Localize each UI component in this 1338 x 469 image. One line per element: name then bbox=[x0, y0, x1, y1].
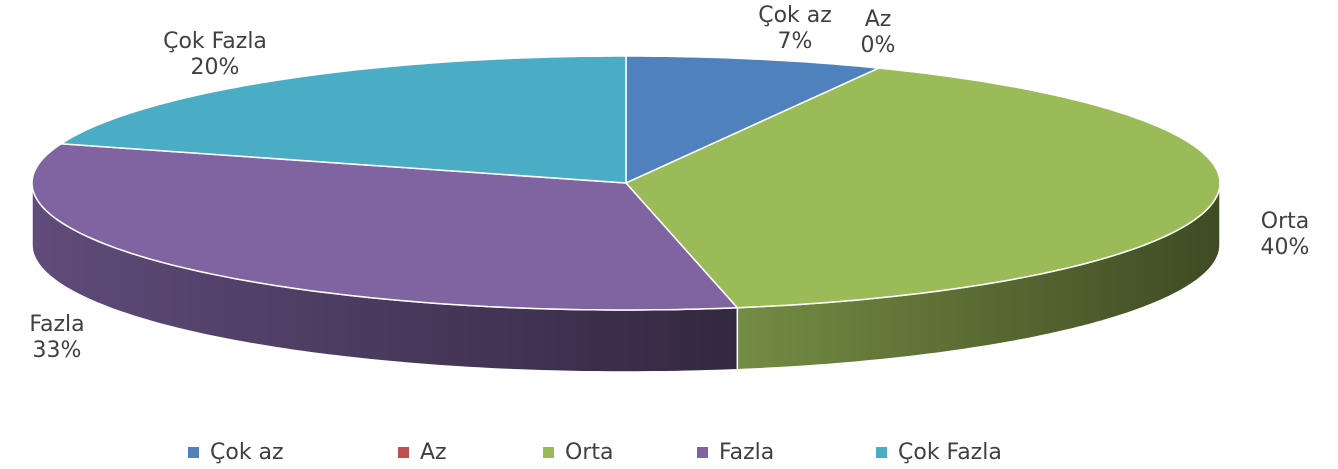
slice bbox=[624, 67, 1221, 309]
data-label-name: Çok Fazla bbox=[163, 29, 267, 54]
data-label-name: Orta bbox=[1261, 209, 1309, 234]
data-label-value: 7% bbox=[778, 29, 813, 54]
data-label-value: 20% bbox=[191, 55, 240, 80]
data-label-value: 33% bbox=[33, 338, 82, 363]
legend-label: Çok az bbox=[210, 440, 284, 465]
data-label-name: Az bbox=[865, 7, 892, 32]
slice bbox=[31, 143, 739, 311]
legend-label: Çok Fazla bbox=[898, 440, 1002, 465]
data-label-value: 40% bbox=[1261, 235, 1310, 260]
legend-label: Az bbox=[420, 440, 447, 465]
slice bbox=[58, 55, 627, 184]
data-label-value: 0% bbox=[861, 33, 896, 58]
data-label-name: Fazla bbox=[29, 312, 84, 337]
legend-swatch bbox=[697, 447, 708, 458]
legend-swatch bbox=[188, 447, 199, 458]
legend-label: Fazla bbox=[719, 440, 774, 465]
slice bbox=[625, 55, 882, 185]
legend-swatch bbox=[543, 447, 554, 458]
legend-swatch bbox=[876, 447, 887, 458]
legend-swatch bbox=[398, 447, 409, 458]
data-label-name: Çok az bbox=[758, 3, 832, 28]
legend-label: Orta bbox=[565, 440, 613, 465]
